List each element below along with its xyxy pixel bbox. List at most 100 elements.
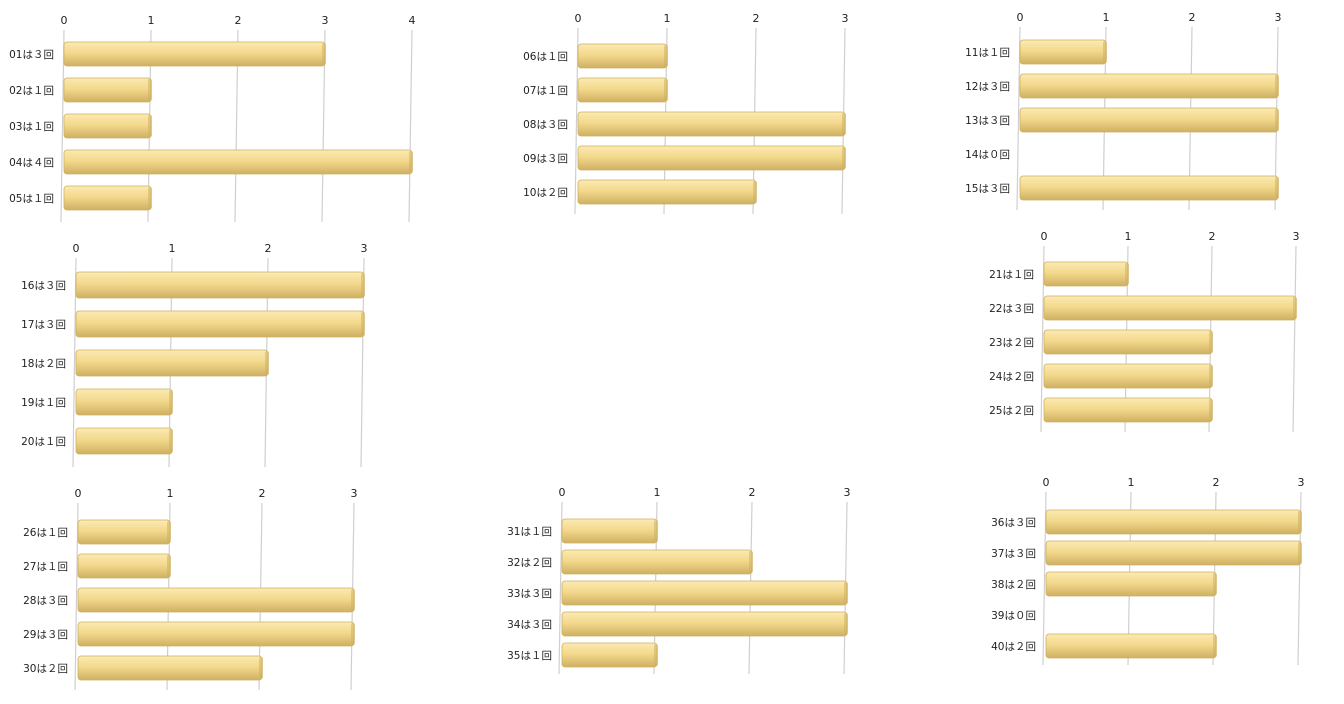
category-label: 05は１回: [9, 193, 54, 205]
category-label: 32は２回: [507, 557, 552, 569]
bar-chart: 0 1 2 3 26は１回 27は１回 28は３回 29は３回 30は２回: [23, 487, 358, 691]
x-tick-label: 0: [61, 14, 68, 27]
gridline: [408, 29, 413, 223]
bar-end-cap: [1275, 177, 1279, 199]
category-label: 37は３回: [991, 548, 1036, 560]
x-tick-label: 4: [409, 14, 416, 27]
category-label: 18は２回: [21, 358, 66, 370]
bar: [1019, 39, 1107, 65]
bar: [1045, 540, 1302, 566]
category-label: 24は２回: [989, 371, 1034, 383]
bar-end-cap: [1125, 263, 1129, 285]
bar: [577, 145, 846, 171]
category-label: 22は３回: [989, 303, 1034, 315]
bar-end-cap: [265, 351, 269, 375]
category-label: 40は２回: [991, 641, 1036, 653]
category-label: 10は２回: [523, 187, 568, 199]
bar-end-cap: [361, 312, 365, 336]
category-label: 01は３回: [9, 49, 54, 61]
x-tick-label: 3: [351, 487, 358, 500]
bar: [63, 149, 413, 175]
bar: [561, 580, 848, 606]
category-label: 17は３回: [21, 319, 66, 331]
bar-end-cap: [844, 582, 848, 604]
category-label: 12は３回: [965, 81, 1010, 93]
bar-end-cap: [1275, 109, 1279, 131]
bar: [577, 179, 757, 205]
bar: [1019, 175, 1279, 201]
bar-end-cap: [167, 555, 171, 577]
bar-chart: 0 1 2 3 31は１回 32は２回 33は３回 34は３回 35は１回: [507, 486, 851, 675]
x-tick-label: 3: [1293, 230, 1300, 243]
bar-end-cap: [409, 151, 413, 173]
x-tick-label: 3: [1298, 476, 1305, 489]
bar: [1043, 363, 1213, 389]
gridline: [74, 502, 79, 691]
category-label: 26は１回: [23, 527, 68, 539]
bar-chart: 0 1 2 3 11は１回 12は３回 13は３回 14は０回 15は３回: [965, 11, 1282, 211]
bar-end-cap: [844, 613, 848, 635]
category-label: 25は２回: [989, 405, 1034, 417]
bar: [1043, 261, 1129, 287]
bar: [75, 349, 269, 377]
category-label: 20は１回: [21, 436, 66, 448]
bar: [577, 77, 668, 103]
bar: [1045, 509, 1302, 535]
bar: [77, 519, 171, 545]
category-label: 31は１回: [507, 526, 552, 538]
bar: [577, 111, 846, 137]
bar: [63, 185, 152, 211]
bar-end-cap: [167, 521, 171, 543]
bar: [63, 41, 326, 67]
bar: [1019, 73, 1279, 99]
bar-end-cap: [322, 43, 326, 65]
gridline: [1016, 26, 1021, 211]
chart-panel: 0 1 2 3 11は１回 12は３回 13は３回 14は０回 15は３回: [960, 0, 1308, 220]
bar-end-cap: [654, 644, 658, 666]
bar-end-cap: [361, 273, 365, 297]
gridline: [1292, 245, 1297, 433]
category-label: 07は１回: [523, 85, 568, 97]
bar: [1043, 295, 1297, 321]
category-label: 04は４回: [9, 157, 54, 169]
bar-end-cap: [1275, 75, 1279, 97]
gridline: [1042, 491, 1047, 666]
chart-panel: 0 1 2 3 26は１回 27は１回 28は３回 29は３回 30は２回: [0, 462, 384, 700]
x-tick-label: 3: [1275, 11, 1282, 24]
gridline: [60, 29, 65, 223]
x-tick-label: 3: [322, 14, 329, 27]
bar-end-cap: [169, 429, 173, 453]
category-label: 36は３回: [991, 517, 1036, 529]
x-tick-label: 0: [559, 486, 566, 499]
bar-end-cap: [351, 589, 355, 611]
bar-end-cap: [749, 551, 753, 573]
category-label: 38は２回: [991, 579, 1036, 591]
bar-chart: 0 1 2 3 4 01は３回 02は１回 03は１回 04は４回 05は１回: [9, 14, 416, 223]
bar-end-cap: [1209, 399, 1213, 421]
bar-end-cap: [1298, 511, 1302, 533]
x-tick-label: 2: [265, 242, 272, 255]
category-label: 16は３回: [21, 280, 66, 292]
bar: [63, 77, 152, 103]
bar-chart: 0 1 2 3 16は３回 17は３回 18は２回 19は１回 20は１回: [21, 242, 368, 468]
chart-panel: 0 1 2 3 36は３回 37は３回 38は２回 39は０回 40は２回: [960, 462, 1331, 675]
bar-end-cap: [664, 79, 668, 101]
bar-end-cap: [1209, 331, 1213, 353]
bar: [1045, 571, 1217, 597]
x-tick-label: 2: [1189, 11, 1196, 24]
category-label: 06は１回: [523, 51, 568, 63]
bar: [77, 655, 263, 681]
chart-panel: 0 1 2 3 16は３回 17は３回 18は２回 19は１回 20は１回: [0, 230, 394, 477]
x-tick-label: 2: [235, 14, 242, 27]
bar: [63, 113, 152, 139]
category-label: 34は３回: [507, 619, 552, 631]
category-label: 11は１回: [965, 47, 1010, 59]
gridline: [72, 257, 77, 468]
chart-panel: 0 1 2 3 06は１回 07は１回 08は３回 09は３回 10は２回: [470, 0, 875, 224]
x-tick-label: 0: [575, 12, 582, 25]
x-tick-label: 3: [842, 12, 849, 25]
bar: [577, 43, 668, 69]
bar-end-cap: [842, 147, 846, 169]
category-label: 09は３回: [523, 153, 568, 165]
category-label: 14は０回: [965, 149, 1010, 161]
